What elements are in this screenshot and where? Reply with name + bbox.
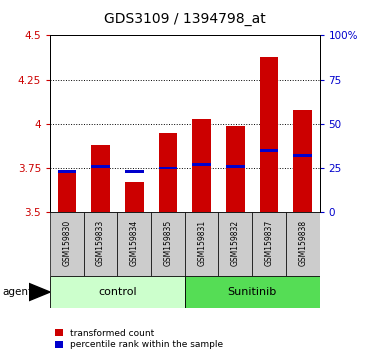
Bar <box>192 119 211 212</box>
Bar <box>192 163 211 166</box>
Bar <box>219 212 252 276</box>
Legend: transformed count, percentile rank within the sample: transformed count, percentile rank withi… <box>55 329 223 349</box>
Text: control: control <box>98 287 137 297</box>
Bar <box>84 212 117 276</box>
Bar <box>125 170 144 173</box>
Bar <box>293 110 312 212</box>
Text: GSM159834: GSM159834 <box>130 220 139 266</box>
Bar <box>159 133 177 212</box>
Text: GSM159835: GSM159835 <box>164 220 172 266</box>
Text: agent: agent <box>2 287 32 297</box>
Bar <box>185 212 219 276</box>
Bar <box>117 212 151 276</box>
Bar <box>159 167 177 170</box>
Text: GSM159831: GSM159831 <box>197 220 206 266</box>
Polygon shape <box>29 283 50 301</box>
Text: GSM159830: GSM159830 <box>62 220 71 266</box>
Bar <box>151 212 185 276</box>
Text: GSM159832: GSM159832 <box>231 220 240 266</box>
Text: Sunitinib: Sunitinib <box>228 287 277 297</box>
Bar <box>50 212 84 276</box>
Bar <box>91 165 110 168</box>
Bar <box>260 149 278 152</box>
Bar <box>185 276 320 308</box>
Bar <box>125 182 144 212</box>
Bar <box>286 212 320 276</box>
Text: GSM159837: GSM159837 <box>264 220 273 266</box>
Bar <box>226 165 244 168</box>
Bar <box>91 145 110 212</box>
Text: GSM159838: GSM159838 <box>298 220 307 266</box>
Bar <box>260 57 278 212</box>
Bar <box>293 154 312 157</box>
Bar <box>252 212 286 276</box>
Bar <box>226 126 244 212</box>
Bar <box>50 276 185 308</box>
Text: GDS3109 / 1394798_at: GDS3109 / 1394798_at <box>104 12 266 27</box>
Bar <box>58 170 76 173</box>
Bar <box>58 173 76 212</box>
Text: GSM159833: GSM159833 <box>96 220 105 266</box>
